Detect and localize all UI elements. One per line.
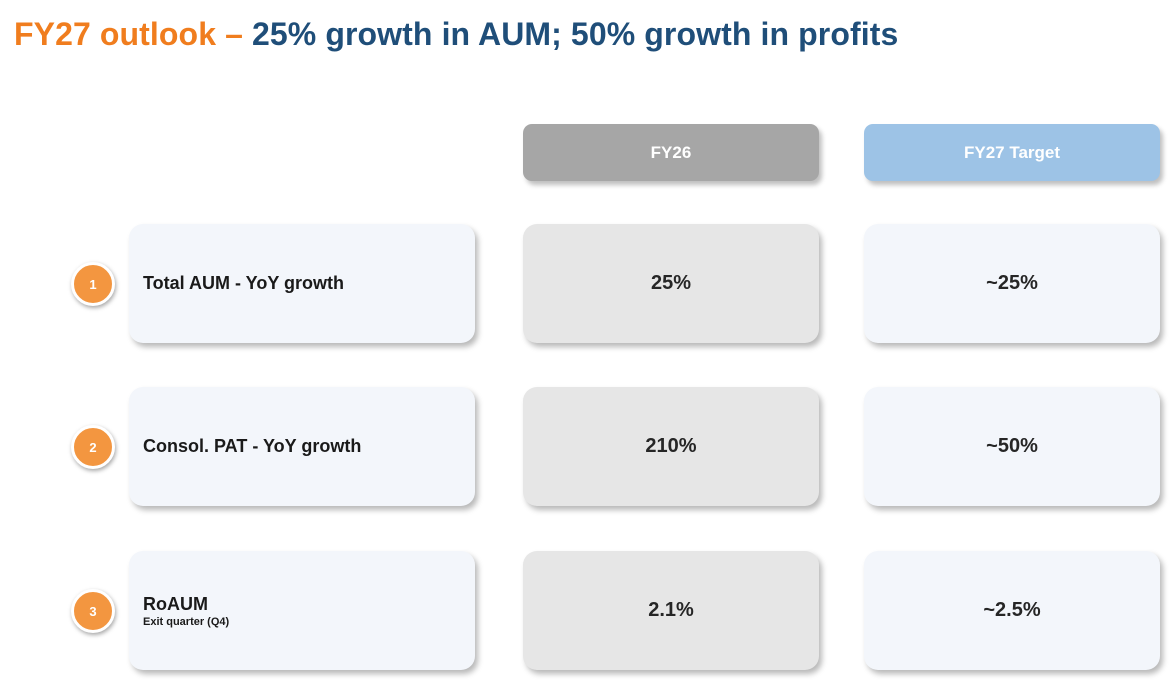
fy27-target-card: ~25% xyxy=(864,224,1160,343)
fy27-target-value: ~25% xyxy=(986,272,1038,294)
fy27-target-card: ~2.5% xyxy=(864,551,1160,670)
fy26-value-card: 2.1% xyxy=(523,551,819,670)
fy27-target-value: ~2.5% xyxy=(983,599,1041,621)
metric-label: Total AUM - YoY growth xyxy=(143,273,344,293)
row-number-badge: 1 xyxy=(71,262,115,306)
fy26-value-card: 210% xyxy=(523,387,819,506)
metric-label-card: RoAUM Exit quarter (Q4) xyxy=(129,551,475,670)
column-header-fy26: FY26 xyxy=(523,124,819,181)
fy26-value: 2.1% xyxy=(648,599,694,621)
metric-label-card: Consol. PAT - YoY growth xyxy=(129,387,475,506)
metric-sublabel: Exit quarter (Q4) xyxy=(143,615,230,628)
fy26-value-card: 25% xyxy=(523,224,819,343)
fy27-target-card: ~50% xyxy=(864,387,1160,506)
metric-label: RoAUM xyxy=(143,593,208,614)
row-number-badge: 3 xyxy=(71,589,115,633)
row-number-badge: 2 xyxy=(71,425,115,469)
metric-label: Consol. PAT - YoY growth xyxy=(143,436,362,456)
page-title: FY27 outlook – 25% growth in AUM; 50% gr… xyxy=(14,16,898,53)
fy27-target-value: ~50% xyxy=(986,435,1038,457)
title-main: 25% growth in AUM; 50% growth in profits xyxy=(252,16,899,52)
fy26-value: 210% xyxy=(645,435,697,457)
metric-label-card: Total AUM - YoY growth xyxy=(129,224,475,343)
fy26-value: 25% xyxy=(650,272,692,294)
title-accent: FY27 outlook – xyxy=(14,16,243,52)
column-header-fy27-target: FY27 Target xyxy=(864,124,1160,181)
